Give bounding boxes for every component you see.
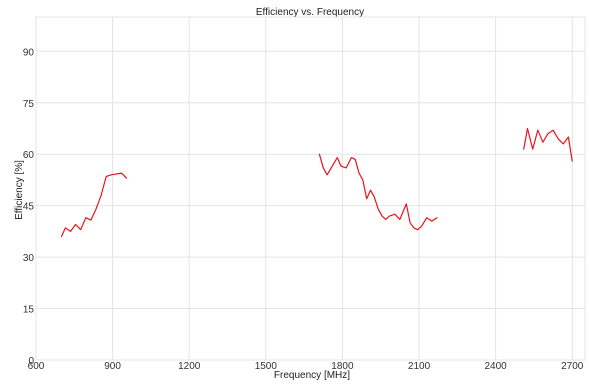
x-axis-label: Frequency [MHz] — [274, 370, 350, 381]
series-layer — [60, 127, 573, 238]
grid — [35, 17, 585, 361]
chart-title: Efficiency vs. Frequency — [256, 7, 364, 18]
tick-labels: 600 900 1200 1500 1800 2100 2400 2700 0 15 30 45 60 7… — [23, 47, 584, 372]
series-line-band-2 — [318, 153, 438, 231]
x-tick-label: 900 — [104, 361, 121, 372]
y-tick-label: 0 — [28, 356, 34, 367]
x-tick-label: 2100 — [408, 361, 431, 372]
x-tick-label: 600 — [28, 361, 45, 372]
x-tick-label: 1200 — [178, 361, 201, 372]
y-tick-label: 60 — [23, 150, 35, 161]
y-tick-label: 90 — [23, 47, 35, 58]
y-tick-label: 15 — [23, 305, 35, 316]
x-tick-label: 2700 — [561, 361, 584, 372]
x-tick-label: 2400 — [485, 361, 508, 372]
series-line-band-3 — [523, 127, 573, 162]
y-tick-label: 30 — [23, 253, 35, 264]
x-tick-label: 1800 — [331, 361, 354, 372]
y-axis-label: Efficiency [%] — [14, 160, 25, 220]
plot-frame — [35, 16, 586, 361]
series-line-band-1 — [60, 172, 128, 238]
y-tick-label: 45 — [23, 202, 35, 213]
x-tick-label: 1500 — [255, 361, 278, 372]
y-tick-label: 75 — [23, 99, 35, 110]
